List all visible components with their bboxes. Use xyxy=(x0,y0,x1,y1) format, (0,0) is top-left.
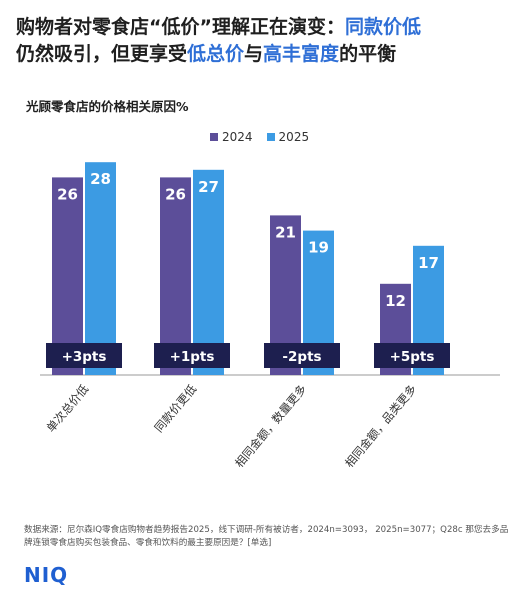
change-pill xyxy=(264,343,340,368)
headline-text: 购物者对零食店“低价”理解正在演变： xyxy=(16,16,345,38)
legend-item-2025: 2025 xyxy=(266,130,310,144)
bar-2024 xyxy=(52,177,83,375)
change-label: +5pts xyxy=(390,349,435,365)
headline-text: 的平衡 xyxy=(339,43,397,65)
bar-value-label: 21 xyxy=(275,223,296,241)
bar-value-label: 26 xyxy=(165,185,186,203)
category-label: 相同金额，品类更多 xyxy=(342,382,419,470)
bar-2025 xyxy=(193,169,224,375)
change-label: +3pts xyxy=(62,349,107,365)
bar-chart: 26 28 +3pts 单次总价低 26 27 +1pts 同款价更低 21 19 -2pts 相同金… xyxy=(40,162,500,470)
legend-swatch xyxy=(266,133,275,141)
bar-value-label: 26 xyxy=(57,185,78,203)
bar-2025 xyxy=(85,162,116,375)
category-label: 单次总价低 xyxy=(44,382,92,435)
bar-value-label: 17 xyxy=(418,254,439,272)
bar-value-label: 28 xyxy=(90,170,111,188)
change-pill xyxy=(154,343,230,368)
legend-item-2024: 2024 xyxy=(210,130,253,144)
change-pill xyxy=(374,343,450,368)
headline-text: 仍然吸引，但更享受 xyxy=(16,43,188,65)
bar-2024 xyxy=(160,177,191,375)
category-label: 同款价更低 xyxy=(152,382,200,435)
headline-highlight: 同款价低 xyxy=(344,16,421,38)
headline-highlight: 低总价 xyxy=(187,43,245,65)
legend-label: 2025 xyxy=(278,130,310,144)
category-label: 相同金额，数量更多 xyxy=(232,382,309,470)
change-label: -2pts xyxy=(282,349,321,365)
bar-value-label: 19 xyxy=(308,239,329,257)
bar-value-label: 27 xyxy=(198,178,219,196)
change-pill xyxy=(46,343,122,368)
niq-logo: NIQ xyxy=(24,563,69,587)
headline-text: 与 xyxy=(244,43,264,65)
change-label: +1pts xyxy=(170,349,215,365)
chart-legend: 2024 2025 xyxy=(210,130,309,144)
footnote: 数据来源：尼尔森IQ零食店购物者趋势报告2025，线下调研-所有被访者，2024… xyxy=(24,525,509,548)
legend-swatch xyxy=(210,133,218,141)
chart-title: 光顾零食店的价格相关原因% xyxy=(26,99,189,114)
headline-highlight: 高丰富度 xyxy=(263,43,340,65)
bar-value-label: 12 xyxy=(385,292,406,310)
headline: 购物者对零食店“低价”理解正在演变：同款价低 仍然吸引，但更享受低总价与高丰富度… xyxy=(16,14,516,68)
legend-label: 2024 xyxy=(222,130,253,144)
